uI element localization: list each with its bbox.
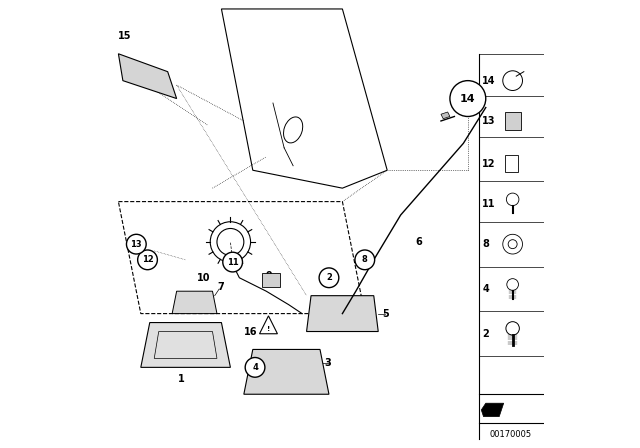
Text: 9: 9	[265, 271, 272, 280]
Text: 13: 13	[131, 240, 142, 249]
Text: 16: 16	[244, 327, 257, 336]
Text: 13: 13	[482, 116, 495, 126]
Circle shape	[138, 250, 157, 270]
Text: 6: 6	[415, 237, 422, 247]
Text: 12: 12	[482, 159, 495, 168]
Polygon shape	[141, 323, 230, 367]
Text: 5: 5	[383, 309, 390, 319]
Text: 4: 4	[252, 363, 258, 372]
Circle shape	[355, 250, 374, 270]
Circle shape	[319, 268, 339, 288]
Text: 8: 8	[362, 255, 367, 264]
Polygon shape	[307, 296, 378, 332]
Text: 7: 7	[217, 282, 224, 292]
Text: 15: 15	[118, 31, 132, 41]
Polygon shape	[118, 54, 177, 99]
Text: 14: 14	[482, 76, 495, 86]
Polygon shape	[244, 349, 329, 394]
Text: 2: 2	[482, 329, 489, 339]
Text: 11: 11	[227, 258, 239, 267]
Circle shape	[127, 234, 146, 254]
Text: 8: 8	[482, 239, 489, 249]
Circle shape	[245, 358, 265, 377]
Text: 3: 3	[324, 358, 332, 368]
Polygon shape	[172, 291, 217, 314]
Text: 11: 11	[482, 199, 495, 209]
Text: 12: 12	[141, 255, 154, 264]
FancyBboxPatch shape	[262, 273, 280, 287]
Text: !: !	[267, 326, 270, 332]
Text: 00170005: 00170005	[490, 430, 531, 439]
Circle shape	[223, 252, 243, 272]
Text: 2: 2	[326, 273, 332, 282]
Polygon shape	[441, 112, 450, 119]
Text: 4: 4	[482, 284, 489, 294]
FancyBboxPatch shape	[504, 112, 521, 130]
Text: 14: 14	[460, 94, 476, 103]
Text: 1: 1	[178, 374, 184, 383]
Polygon shape	[481, 403, 504, 417]
Text: 10: 10	[196, 273, 211, 283]
Circle shape	[450, 81, 486, 116]
